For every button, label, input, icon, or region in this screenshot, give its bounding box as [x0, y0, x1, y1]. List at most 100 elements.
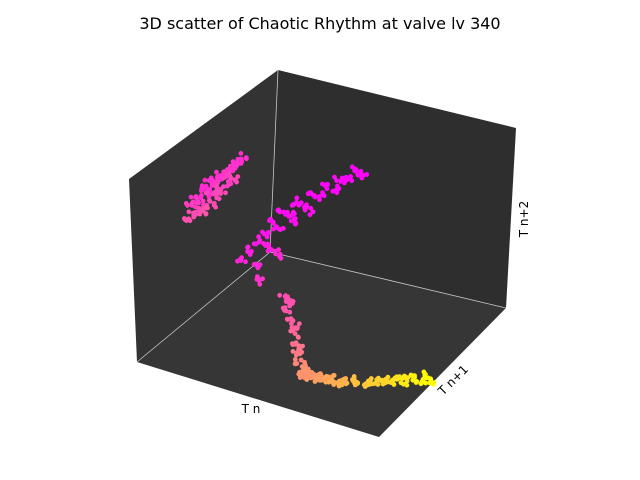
scatter-point [352, 166, 358, 172]
scatter-point [221, 175, 227, 181]
scatter-point [368, 376, 374, 381]
scatter-point [349, 178, 355, 184]
scatter-point [266, 230, 271, 235]
scatter-point [296, 371, 302, 377]
scatter-point [224, 183, 230, 189]
scatter-point [264, 234, 270, 240]
scatter-point [213, 204, 219, 210]
scatter-point [214, 169, 219, 175]
scatter-point [186, 209, 192, 215]
points-layer [182, 151, 437, 389]
scatter-point [229, 166, 235, 171]
scatter-point [327, 374, 333, 380]
scatter-point [237, 257, 243, 263]
scatter-point [255, 274, 260, 279]
scatter-point [287, 299, 293, 304]
scatter-point [308, 190, 314, 196]
scatter-point [206, 194, 212, 200]
scatter-point [338, 179, 343, 184]
scatter-point [195, 199, 201, 205]
scatter-point [290, 342, 296, 347]
scatter-point [223, 190, 228, 196]
scatter-point [221, 184, 226, 190]
scatter-point [260, 229, 265, 235]
scatter-point [284, 316, 290, 322]
scatter-point [419, 379, 425, 385]
scatter-point [212, 179, 217, 185]
scatter-point [334, 187, 340, 193]
scatter-point [243, 155, 249, 161]
z-axis-label: T n+2 [517, 201, 531, 238]
scatter-point [198, 195, 204, 201]
x-axis-label: T n [241, 402, 261, 416]
scatter-point [402, 375, 407, 380]
scatter-point [292, 357, 298, 362]
scatter-point [307, 374, 312, 379]
scatter-point [288, 316, 294, 321]
pane-left-wall [129, 70, 278, 362]
scatter-point [275, 208, 281, 214]
scatter-point [317, 197, 322, 203]
scatter-point [218, 191, 224, 197]
scatter-point [203, 211, 209, 217]
scatter-point [243, 259, 248, 265]
scatter-point [302, 205, 307, 210]
scatter-point [342, 180, 347, 186]
scatter-point [199, 183, 205, 189]
scatter-point [308, 205, 314, 211]
scatter-point [296, 321, 302, 327]
scatter-point [423, 380, 429, 386]
scatter-point [312, 194, 318, 200]
scatter-point [369, 381, 375, 387]
scatter-point [421, 369, 427, 375]
scatter-point [340, 377, 346, 382]
scatter-point [404, 378, 410, 384]
scatter-point [187, 218, 193, 224]
scatter-point [183, 201, 189, 206]
scatter-point [362, 384, 368, 389]
scatter-point [294, 195, 300, 201]
scatter-point [307, 212, 313, 218]
scatter-point [256, 234, 261, 240]
scatter-point [197, 211, 203, 217]
scatter-point [428, 377, 434, 382]
scatter-point [245, 244, 251, 250]
scatter-point [375, 382, 381, 387]
scatter-point [431, 380, 437, 385]
scatter-point [320, 192, 325, 198]
scatter-point [290, 349, 296, 354]
scatter-point [413, 380, 419, 385]
scatter-point [384, 379, 390, 385]
pane-floor [137, 252, 506, 437]
scatter-point [256, 239, 262, 245]
scatter-point [289, 321, 294, 326]
scatter-point [238, 151, 244, 156]
scatter-point [214, 195, 220, 201]
scatter-point [330, 188, 336, 194]
scatter-point [380, 381, 386, 387]
scatter-point [394, 374, 400, 380]
scatter-point [282, 294, 288, 299]
scatter-point [193, 194, 199, 200]
scatter-point [239, 156, 244, 162]
chart-title: 3D scatter of Chaotic Rhythm at valve lv… [139, 14, 500, 33]
scatter-point [293, 220, 299, 226]
scatter-point [234, 179, 240, 185]
scatter-point [348, 174, 353, 179]
scatter-point [206, 198, 212, 203]
scatter-point [202, 205, 207, 211]
scatter-point [296, 343, 302, 349]
scatter-point [277, 254, 282, 259]
scatter-point [401, 381, 406, 387]
scatter-point [189, 201, 195, 207]
scatter-point [292, 361, 298, 367]
scatter-point [298, 357, 304, 363]
scatter-point [412, 373, 417, 379]
scatter-point [343, 174, 349, 180]
scatter-point [200, 198, 206, 204]
scatter-point [294, 326, 300, 332]
scatter-point [296, 335, 301, 340]
scatter-point [374, 377, 380, 383]
pane-back-wall [270, 70, 516, 308]
